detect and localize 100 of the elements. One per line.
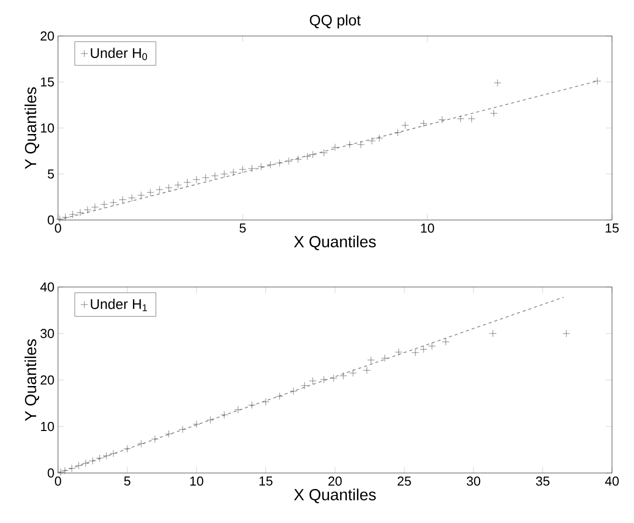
point: [184, 178, 191, 186]
point: [174, 181, 182, 189]
point: [349, 369, 357, 377]
x-tick-label: 30: [466, 476, 480, 486]
legend-label: Under H$_{0}$: [90, 48, 148, 60]
point: [340, 372, 348, 380]
point: [401, 122, 409, 129]
point: [394, 128, 402, 136]
point: [320, 376, 328, 384]
y-tick-label: 20: [40, 375, 54, 385]
point: [75, 462, 82, 470]
point: [178, 426, 186, 433]
point: [192, 420, 200, 428]
point: [248, 164, 256, 172]
point: [69, 210, 76, 218]
point: [367, 356, 375, 364]
point: [331, 144, 339, 152]
x-tick-label: 5: [124, 476, 130, 486]
y-tick-label: 30: [40, 328, 54, 338]
point: [124, 445, 131, 453]
point: [206, 416, 214, 424]
point: [82, 460, 90, 467]
point: [456, 115, 464, 122]
point: [165, 184, 172, 192]
point: [234, 406, 242, 414]
point: [84, 206, 92, 214]
point: [368, 137, 376, 145]
point: [300, 382, 308, 390]
y-axis-title: Y Quantiles: [24, 339, 40, 422]
point: [100, 200, 108, 208]
point: [146, 188, 154, 196]
x-tick-label: 15: [606, 224, 619, 233]
point: [137, 440, 145, 448]
point: [238, 166, 246, 174]
point: [192, 176, 200, 184]
point: [248, 401, 256, 409]
point: [357, 140, 365, 148]
point: [562, 330, 570, 338]
point: [442, 338, 450, 346]
point: [110, 450, 118, 458]
point: [68, 464, 76, 472]
point: [594, 77, 601, 85]
x-tick-label: 5: [240, 224, 246, 233]
point: [137, 191, 145, 199]
point: [211, 172, 219, 180]
point: [91, 203, 99, 211]
point: [102, 452, 110, 460]
y-tick-label: 0: [48, 215, 54, 225]
chart-title: QQ plot: [310, 14, 361, 28]
point: [88, 457, 96, 465]
x-axis-title: X Quantiles: [294, 488, 376, 504]
x-tick-label: 25: [398, 476, 411, 486]
point: [376, 134, 384, 142]
point: [420, 346, 428, 354]
point: [320, 149, 328, 157]
point: [438, 116, 446, 124]
x-tick-label: 10: [421, 224, 434, 233]
point: [420, 120, 428, 128]
point: [494, 79, 502, 87]
point: [96, 454, 104, 462]
x-axis-title: X Quantiles: [294, 236, 376, 250]
point: [257, 162, 265, 170]
point: [381, 354, 389, 362]
point: [412, 348, 420, 356]
point: [128, 194, 136, 202]
point: [151, 435, 159, 443]
x-tick-label: 35: [536, 476, 550, 486]
y-tick-label: 10: [40, 422, 54, 432]
point: [285, 157, 293, 165]
point: [62, 214, 70, 221]
y-axis-title: Y Quantiles: [24, 87, 40, 170]
point: [490, 110, 498, 117]
point: [266, 161, 274, 168]
point: [220, 170, 228, 178]
point: [165, 430, 172, 438]
x-tick-label: 20: [328, 476, 342, 486]
point: [110, 198, 118, 206]
y-tick-label: 5: [48, 169, 54, 179]
y-tick-label: 20: [40, 31, 54, 41]
y-tick-label: 0: [48, 468, 54, 478]
point: [346, 140, 354, 148]
legend-label: Under H$_{1}$: [90, 298, 147, 312]
x-tick-label: 15: [260, 476, 272, 486]
point: [61, 466, 69, 474]
point: [76, 208, 84, 216]
x-tick-label: 0: [54, 476, 62, 486]
point: [395, 348, 402, 356]
y-tick-label: 40: [40, 282, 54, 292]
point: [304, 152, 312, 160]
point: [309, 377, 317, 385]
point: [468, 115, 476, 122]
point: [428, 342, 436, 350]
x-tick-label: 40: [605, 476, 619, 486]
point: [489, 330, 497, 338]
point: [57, 468, 64, 476]
point: [262, 398, 270, 406]
y-tick-label: 15: [40, 77, 54, 87]
y-tick-label: 10: [40, 123, 54, 133]
point: [276, 159, 284, 167]
point: [156, 186, 164, 194]
